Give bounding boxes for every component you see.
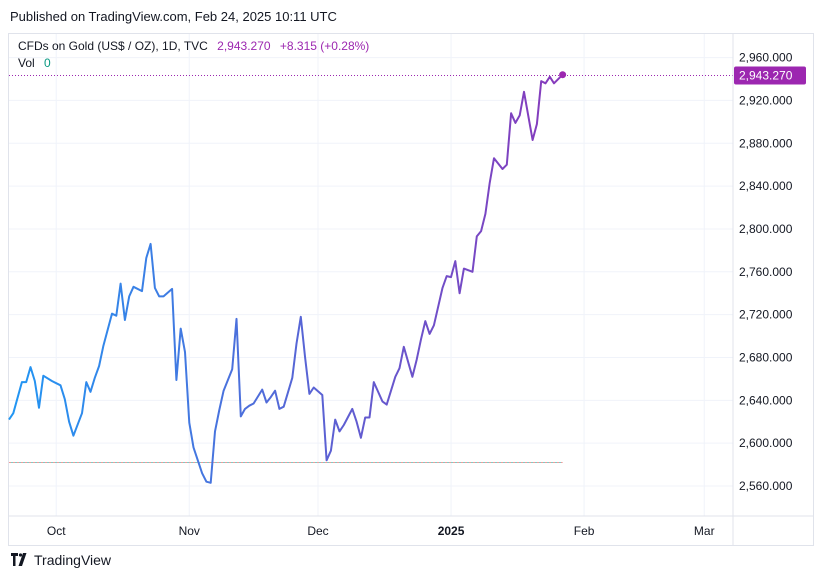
x-tick-label: Dec [307,524,328,538]
published-note: Published on TradingView.com, Feb 24, 20… [10,9,337,24]
last-price-tag-bg [734,66,806,85]
y-tick-label: 2,800.000 [739,222,793,236]
symbol-label[interactable]: CFDs on Gold (US$ / OZ), 1D, TVC [18,39,208,53]
tradingview-logo-icon [11,553,27,566]
y-tick-label: 2,600.000 [739,436,793,450]
y-tick-label: 2,640.000 [739,393,793,407]
x-tick-label: Oct [47,524,66,538]
y-tick-label: 2,880.000 [739,136,793,150]
x-tick-label: 2025 [438,524,465,538]
x-tick-label: Mar [694,524,715,538]
last-point-dot [559,71,567,79]
y-axis: 2,560.000 2,600.000 2,640.000 2,680.000 2,72… [734,51,806,493]
volume-label[interactable]: Vol [18,56,35,70]
chart-legend: CFDs on Gold (US$ / OZ), 1D, TVC 2,943.2… [18,38,369,72]
x-tick-label: Feb [574,524,595,538]
footer-brand-label: TradingView [34,552,112,568]
y-tick-label: 2,840.000 [739,179,793,193]
x-tick-label: Nov [179,524,200,538]
volume-value: 0 [44,56,51,70]
last-price-tag: 2,943.270 [734,66,806,85]
last-price-tag-label: 2,943.270 [739,68,793,82]
grid-lines [9,34,733,516]
y-tick-label: 2,760.000 [739,265,793,279]
price-line [8,73,564,484]
reference-level [9,74,733,463]
y-tick-label: 2,960.000 [739,51,793,65]
x-axis: Oct Nov Dec 2025 Feb Mar [9,34,814,546]
y-tick-label: 2,720.000 [739,308,793,322]
chart-frame [8,33,814,546]
footer-brand[interactable]: TradingView [10,552,111,568]
y-tick-label: 2,920.000 [739,93,793,107]
legend-price: 2,943.270 [217,39,271,53]
series-group [8,71,567,484]
y-tick-label: 2,560.000 [739,479,793,493]
y-tick-label: 2,680.000 [739,350,793,364]
legend-change: +8.315 (+0.28%) [279,39,370,53]
